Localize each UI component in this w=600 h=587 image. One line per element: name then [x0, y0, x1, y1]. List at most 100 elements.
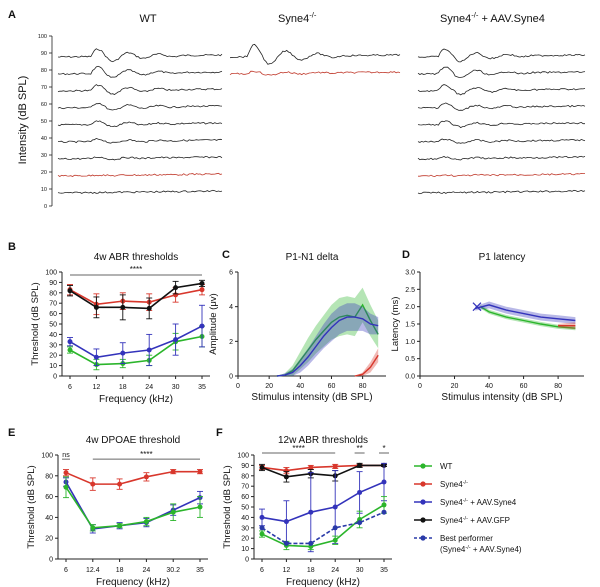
confidence-band: [276, 303, 379, 376]
y-tick-label: 0.5: [405, 356, 415, 363]
panel-label-a: A: [8, 9, 16, 21]
y-tick-label: 1.5: [405, 322, 415, 329]
legend-swatch-dot: [420, 481, 426, 487]
series-line: [65, 486, 201, 529]
legend-swatch-dot: [420, 535, 426, 541]
abr-trace: [57, 189, 223, 194]
x-tick-label: 30.2: [166, 567, 180, 574]
legend-label: Syne4-/- + AAV.GFP: [440, 516, 510, 525]
data-point: [63, 484, 69, 490]
y-tick-label: 20: [241, 536, 249, 543]
abr-trace: [418, 172, 585, 178]
abr-trace: [57, 172, 223, 177]
cross-marker: [472, 302, 482, 312]
abr-trace: [417, 155, 586, 161]
x-tick-label: 12.4: [86, 567, 100, 574]
abr-trace: [417, 138, 586, 144]
panel-a-tick-label: 90: [41, 51, 47, 57]
x-tick-label: 6: [260, 567, 264, 574]
y-tick-label: 0: [53, 374, 57, 381]
series-line: [276, 316, 379, 377]
series-line: [69, 335, 203, 366]
y-tick-label: 30: [241, 525, 249, 532]
x-tick-label: 20: [451, 383, 459, 390]
x-tick-label: 80: [359, 383, 367, 390]
x-tick-label: 60: [328, 383, 336, 390]
data-point: [90, 525, 96, 531]
data-point: [199, 280, 205, 286]
data-point: [67, 347, 73, 353]
data-point: [308, 464, 314, 470]
y-tick-label: 20: [45, 536, 53, 543]
y-tick-label: 40: [49, 332, 57, 339]
y-tick-label: 10: [49, 363, 57, 370]
legend-swatch-dot: [420, 517, 426, 523]
panel-a-tick-label: 80: [41, 68, 47, 74]
data-point: [146, 305, 152, 311]
y-tick-label: 80: [241, 473, 249, 480]
abr-trace: [417, 189, 586, 195]
y-tick-label: 100: [237, 453, 249, 460]
col-title-aav: Syne4-/- + AAV.Syne4: [440, 11, 545, 25]
col-title-wt: WT: [139, 13, 156, 25]
series-line: [480, 306, 576, 329]
data-point: [199, 287, 205, 293]
y-tick-label: 70: [49, 301, 57, 308]
panel-a-tick-label: 10: [41, 187, 47, 193]
data-point: [197, 469, 203, 475]
y-tick-label: 60: [45, 494, 53, 501]
data-point: [259, 531, 265, 537]
panel-a-ylabel: Intensity (dB SPL): [17, 76, 29, 165]
data-point: [67, 288, 73, 294]
y-axis-label: Latency (ms): [390, 297, 401, 352]
y-tick-label: 0: [49, 557, 53, 564]
series-line: [69, 288, 203, 306]
x-tick-label: 6: [64, 567, 68, 574]
y-tick-label: 60: [49, 311, 57, 318]
abr-trace: [57, 155, 223, 161]
y-tick-label: 70: [241, 484, 249, 491]
y-tick-label: 6: [229, 270, 233, 277]
x-axis-label: Stimulus intensity (dB SPL): [251, 392, 372, 403]
series-line: [261, 464, 384, 478]
y-tick-label: 2.5: [405, 287, 415, 294]
data-point: [120, 350, 126, 356]
series-line: [475, 304, 576, 322]
data-point: [381, 502, 387, 508]
abr-trace: [58, 137, 223, 144]
data-point: [259, 464, 265, 470]
data-point: [283, 540, 289, 546]
data-point: [67, 339, 73, 345]
data-point: [173, 337, 179, 343]
abr-trace: [417, 120, 585, 129]
data-point: [90, 481, 96, 487]
data-point: [381, 509, 387, 515]
x-tick-label: 35: [198, 384, 206, 391]
data-point: [332, 504, 338, 510]
y-tick-label: 10: [241, 546, 249, 553]
chart-title: 4w DPOAE threshold: [86, 435, 181, 446]
chart-title: P1 latency: [479, 252, 526, 263]
data-point: [259, 514, 265, 520]
data-point: [170, 469, 176, 475]
sig-label: ****: [292, 444, 304, 453]
x-axis-label: Frequency (kHz): [286, 577, 360, 587]
abr-trace: [57, 65, 223, 78]
series-line: [261, 504, 385, 548]
series-line: [65, 481, 201, 530]
x-tick-label: 12: [93, 384, 101, 391]
x-tick-label: 6: [68, 384, 72, 391]
y-tick-label: 100: [45, 270, 57, 277]
data-point: [357, 520, 363, 526]
x-tick-label: 20: [265, 383, 273, 390]
x-tick-label: 40: [485, 383, 493, 390]
x-tick-label: 60: [520, 383, 528, 390]
data-point: [93, 354, 99, 360]
y-tick-label: 50: [49, 322, 57, 329]
data-point: [332, 537, 338, 543]
panel-label-b: B: [8, 241, 16, 253]
x-tick-label: 24: [331, 567, 339, 574]
x-tick-label: 18: [119, 384, 127, 391]
y-axis-label: Threshold (dB SPL): [30, 282, 41, 365]
y-tick-label: 90: [49, 280, 57, 287]
